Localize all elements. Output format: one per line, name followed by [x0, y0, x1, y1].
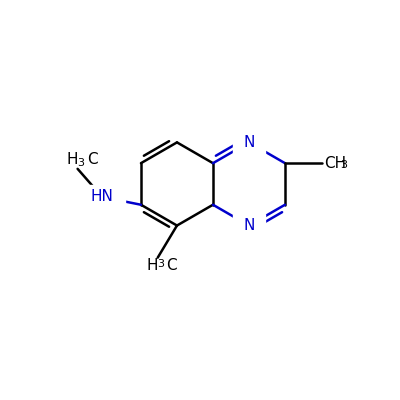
Text: 3: 3 — [157, 259, 164, 269]
Text: C: C — [166, 258, 177, 273]
Polygon shape — [79, 185, 125, 209]
Text: C: C — [87, 152, 97, 167]
Polygon shape — [233, 214, 265, 237]
Text: CH: CH — [324, 156, 346, 171]
Text: H: H — [66, 152, 78, 167]
Text: N: N — [243, 218, 255, 233]
Polygon shape — [233, 131, 265, 154]
Text: 3: 3 — [340, 160, 347, 170]
Text: H: H — [146, 258, 158, 273]
Text: 3: 3 — [77, 158, 84, 168]
Text: HN: HN — [91, 190, 114, 204]
Text: N: N — [243, 135, 255, 150]
